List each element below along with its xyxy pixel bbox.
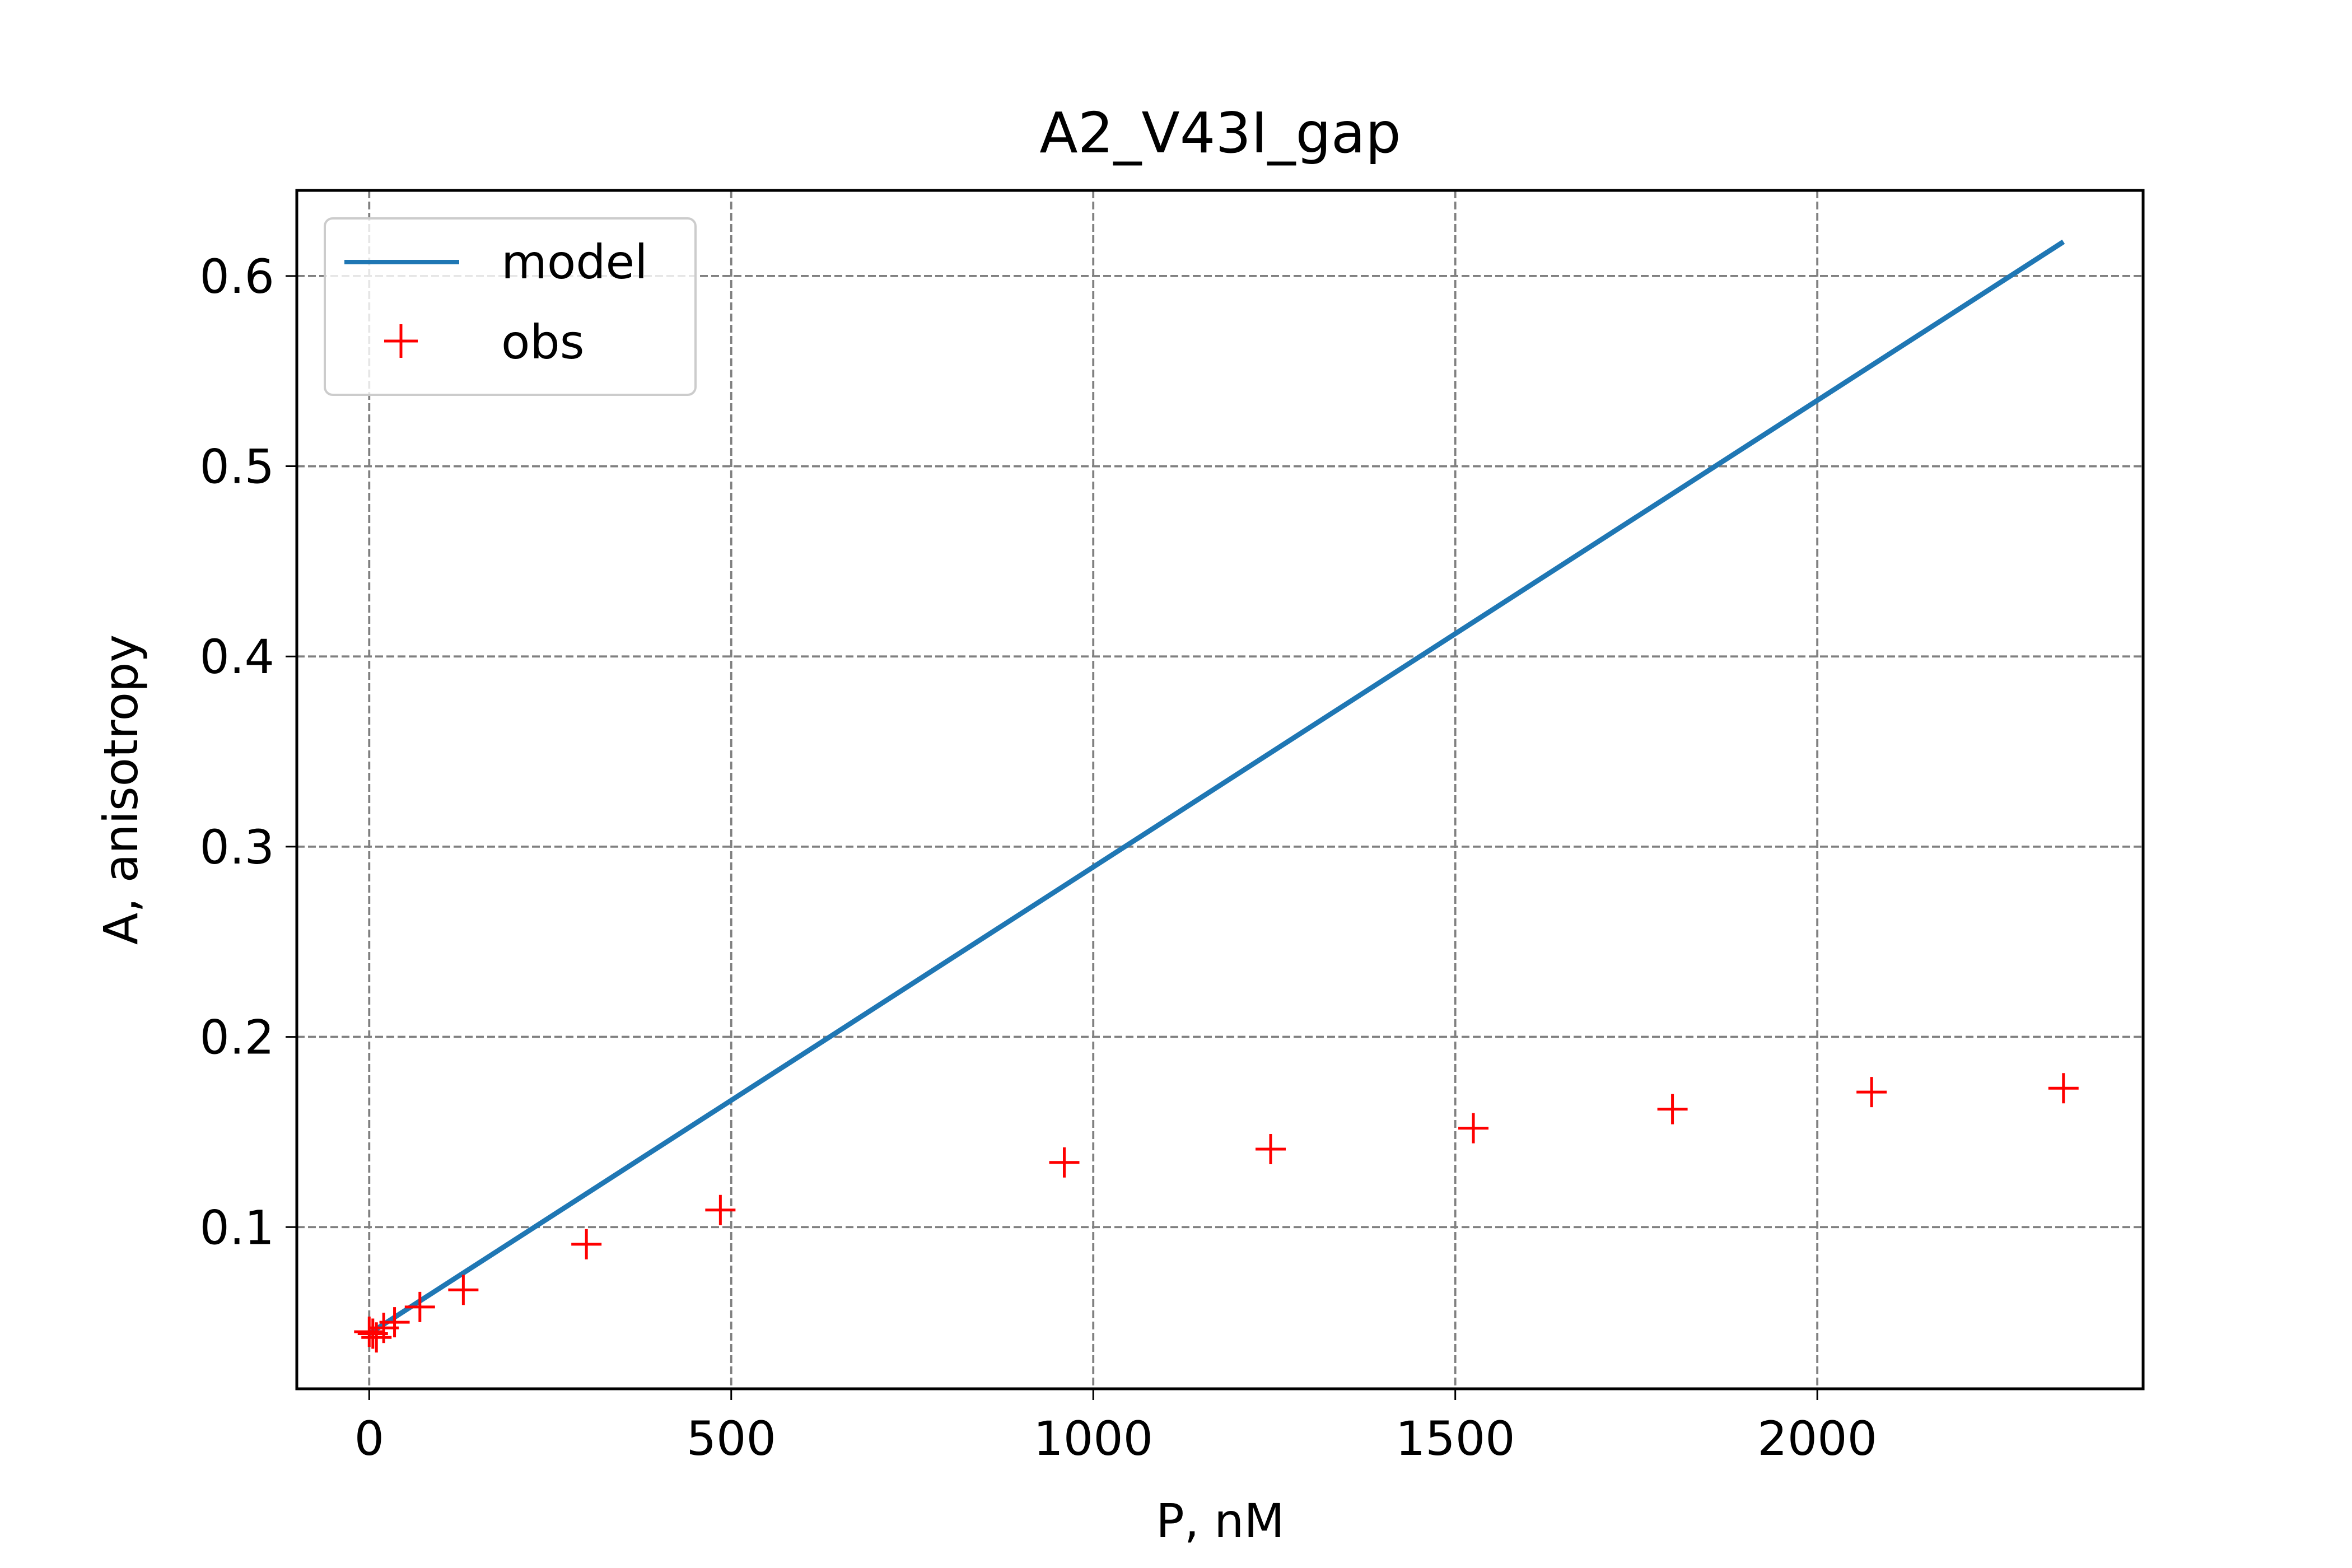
axis-ticks: 0 500 1000 1500 2000 0.1 0.2 0.3 0.4 0.5 0.6 — [199, 249, 1877, 1466]
plot-area — [354, 239, 2079, 1353]
legend: model obs — [324, 217, 697, 396]
obs-data-point — [379, 1307, 410, 1338]
x-tick-label: 2000 — [1757, 1411, 1877, 1466]
x-tick-label: 0 — [354, 1411, 384, 1466]
obs-data-point — [1856, 1077, 1887, 1108]
x-tick-label: 1000 — [1033, 1411, 1153, 1466]
y-tick-label: 0.6 — [199, 249, 274, 304]
obs-data-point — [1657, 1094, 1688, 1124]
legend-obs-marker — [384, 324, 418, 358]
y-axis-title: A, anisotropy — [94, 634, 148, 945]
y-tick-label: 0.3 — [199, 820, 274, 875]
obs-data-point — [404, 1291, 435, 1322]
obs-data-point — [1256, 1134, 1286, 1164]
grid-lines — [297, 190, 2143, 1389]
obs-data-point — [1049, 1147, 1080, 1178]
model-series-line — [367, 239, 2065, 1336]
chart-title: A2_V43I_gap — [1039, 100, 1401, 166]
x-tick-label: 1500 — [1396, 1411, 1515, 1466]
x-axis-title: P, nM — [1156, 1494, 1285, 1548]
y-tick-label: 0.4 — [199, 629, 274, 684]
obs-data-point — [571, 1229, 602, 1259]
obs-data-point — [705, 1194, 736, 1225]
y-tick-label: 0.5 — [199, 440, 274, 494]
obs-data-point — [354, 1317, 385, 1347]
obs-data-point — [448, 1275, 479, 1305]
y-tick-label: 0.2 — [199, 1010, 274, 1065]
obs-data-point — [1458, 1113, 1489, 1144]
y-tick-label: 0.1 — [199, 1200, 274, 1255]
x-tick-label: 500 — [687, 1411, 776, 1466]
legend-obs-label: obs — [501, 315, 584, 370]
axes-frame — [295, 189, 2145, 1390]
obs-data-point — [2048, 1073, 2079, 1104]
legend-model-label: model — [501, 235, 648, 290]
